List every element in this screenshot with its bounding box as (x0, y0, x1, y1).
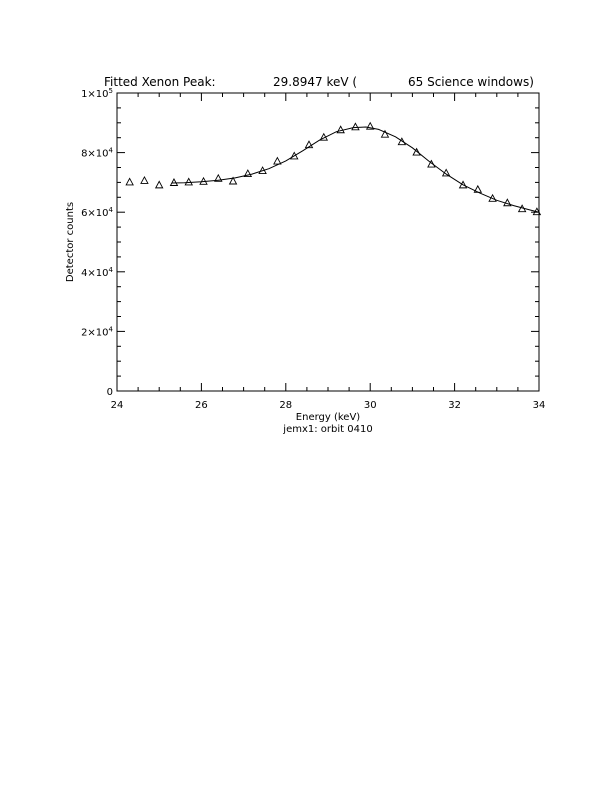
x-tick-label: 34 (533, 400, 546, 411)
data-point-triangle (258, 166, 267, 175)
data-point-triangle (351, 122, 360, 131)
x-tick-label: 28 (279, 400, 292, 411)
x-tick-label: 26 (195, 400, 208, 411)
data-point-triangle (154, 180, 164, 189)
chart-title: Fitted Xenon Peak: 29.8947 keV ( 65 Scie… (104, 75, 534, 89)
chart-caption: jemx1: orbit 0410 (282, 424, 372, 435)
data-point-triangle (458, 180, 468, 189)
data-point-triangle (125, 177, 134, 186)
title-windows: 65 Science windows) (408, 75, 534, 89)
y-tick-label: 2×104 (81, 325, 113, 338)
data-point-triangle (427, 159, 436, 168)
y-tick-label: 6×104 (81, 206, 113, 219)
title-label: Fitted Xenon Peak: (104, 75, 216, 89)
data-point-triangle (184, 177, 193, 186)
title-peak-value: 29.8947 keV ( (273, 75, 357, 89)
data-point-triangle (140, 175, 149, 184)
data-point-triangle (169, 178, 179, 186)
data-point-triangle (319, 132, 329, 141)
plot-frame (116, 92, 540, 392)
x-axis-label: Energy (keV) (296, 412, 361, 423)
x-tick-label: 30 (364, 400, 377, 411)
y-tick-labels: 0 2×104 4×104 6×104 8×104 1×105 (81, 87, 113, 398)
data-points (125, 121, 542, 216)
axis-ticks (116, 92, 540, 392)
data-point-triangle (336, 125, 345, 134)
fit-curve (171, 126, 540, 213)
x-tick-labels: 24 26 28 30 32 34 (111, 400, 546, 411)
data-point-triangle (503, 198, 512, 207)
data-point-triangle (380, 129, 390, 138)
data-point-triangle (397, 137, 407, 146)
data-point-triangle (228, 176, 238, 185)
data-point-triangle (243, 169, 253, 178)
data-point-triangle (532, 207, 542, 216)
y-tick-label: 0 (107, 387, 113, 398)
data-point-triangle (289, 151, 299, 160)
x-tick-label: 32 (448, 400, 461, 411)
data-point-triangle (412, 147, 421, 156)
data-point-triangle (441, 168, 451, 177)
y-tick-label: 1×105 (81, 87, 113, 100)
y-tick-label: 4×104 (81, 266, 113, 279)
data-point-triangle (304, 140, 314, 149)
data-point-triangle (517, 204, 527, 213)
x-tick-label: 24 (111, 400, 124, 411)
data-point-triangle (473, 184, 483, 193)
data-point-triangle (488, 193, 497, 202)
data-point-triangle (365, 121, 375, 130)
data-point-triangle (273, 156, 282, 165)
y-tick-label: 8×104 (81, 147, 113, 160)
data-point-triangle (214, 173, 223, 182)
data-point-triangle (199, 176, 208, 185)
y-axis-label: Detector counts (65, 202, 76, 282)
